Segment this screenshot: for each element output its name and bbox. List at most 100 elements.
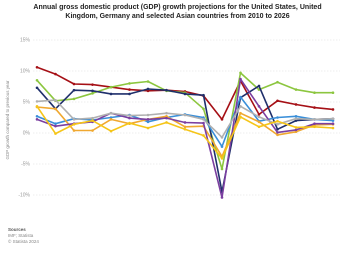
data-point	[239, 71, 242, 75]
data-point	[72, 118, 76, 121]
data-point	[294, 130, 298, 134]
data-point	[146, 126, 150, 130]
data-point	[54, 124, 57, 128]
source-heading: Sources	[8, 227, 26, 232]
data-point	[109, 116, 113, 119]
y-tick-label: -10%	[18, 192, 30, 198]
data-point	[276, 133, 279, 137]
data-point	[165, 116, 168, 120]
data-point	[128, 92, 131, 96]
data-point	[165, 88, 168, 92]
data-point	[257, 113, 261, 116]
data-point	[331, 119, 335, 122]
data-point	[276, 99, 279, 103]
data-point	[257, 84, 261, 88]
data-point	[313, 122, 316, 125]
copyright: © Statista 2024	[8, 238, 39, 244]
data-point	[109, 111, 113, 115]
data-point	[276, 127, 279, 131]
data-point	[72, 97, 76, 101]
data-point	[35, 114, 39, 118]
chart-title: Annual gross domestic product (GDP) grow…	[33, 4, 322, 20]
data-point	[128, 82, 131, 85]
data-point	[183, 125, 187, 129]
data-point	[239, 95, 242, 99]
series-line	[36, 99, 334, 139]
data-point	[294, 128, 298, 132]
data-point	[220, 118, 224, 121]
data-point	[331, 122, 335, 125]
y-tick-label: 15%	[20, 37, 31, 43]
data-point	[128, 116, 131, 120]
data-point	[202, 121, 205, 125]
data-point	[72, 123, 76, 126]
data-point	[109, 92, 113, 96]
data-point	[146, 118, 150, 121]
title-box: Annual gross domestic product (GDP) grow…	[33, 4, 322, 20]
data-point	[183, 92, 187, 96]
data-point	[202, 107, 205, 111]
data-point	[128, 121, 131, 125]
data-point	[239, 111, 242, 115]
data-point	[165, 121, 168, 124]
y-axis-label: GDP growth compared to previous year	[5, 80, 10, 159]
data-point	[313, 91, 316, 94]
data-point	[146, 89, 150, 93]
data-point	[331, 108, 335, 111]
data-point	[35, 100, 39, 103]
data-point	[257, 120, 261, 124]
data-point	[35, 79, 39, 82]
data-point	[220, 196, 224, 199]
data-point	[294, 88, 298, 91]
data-point	[146, 87, 150, 91]
data-point	[313, 118, 316, 121]
data-point	[91, 89, 94, 93]
data-point	[109, 118, 113, 121]
data-point	[91, 92, 94, 95]
data-point	[165, 111, 168, 115]
data-point	[294, 119, 298, 122]
data-point	[146, 80, 150, 83]
data-point	[294, 126, 298, 129]
data-point	[54, 132, 57, 135]
data-point	[276, 131, 279, 134]
data-point	[109, 129, 113, 133]
data-point	[91, 119, 94, 122]
data-point	[220, 145, 224, 148]
data-point	[220, 157, 224, 160]
data-point	[331, 126, 335, 130]
data-point	[91, 83, 94, 86]
data-point	[146, 120, 150, 124]
data-point	[294, 114, 298, 118]
data-point	[128, 114, 131, 117]
data-point	[257, 105, 261, 108]
data-point	[313, 106, 316, 109]
data-point	[183, 113, 187, 117]
source: IMF; Statista	[8, 233, 34, 238]
data-point	[220, 167, 224, 171]
data-point	[257, 125, 261, 129]
data-point	[54, 122, 57, 125]
data-point	[183, 121, 187, 124]
data-point	[202, 116, 205, 119]
data-point	[239, 115, 242, 119]
y-tick-label: 0%	[23, 130, 31, 136]
data-point	[72, 129, 76, 132]
data-point	[276, 80, 279, 84]
data-point	[294, 103, 298, 106]
data-point	[54, 98, 57, 102]
data-point	[239, 105, 242, 108]
data-point	[294, 117, 298, 121]
data-point	[35, 118, 39, 121]
data-point	[313, 125, 316, 129]
y-tick-label: -5%	[21, 161, 30, 167]
data-point	[183, 127, 187, 131]
data-point	[35, 65, 39, 69]
data-point	[72, 82, 76, 86]
data-point	[276, 119, 279, 123]
data-point	[202, 118, 205, 121]
data-point	[239, 77, 242, 81]
data-point	[276, 123, 279, 126]
data-point	[202, 93, 205, 97]
